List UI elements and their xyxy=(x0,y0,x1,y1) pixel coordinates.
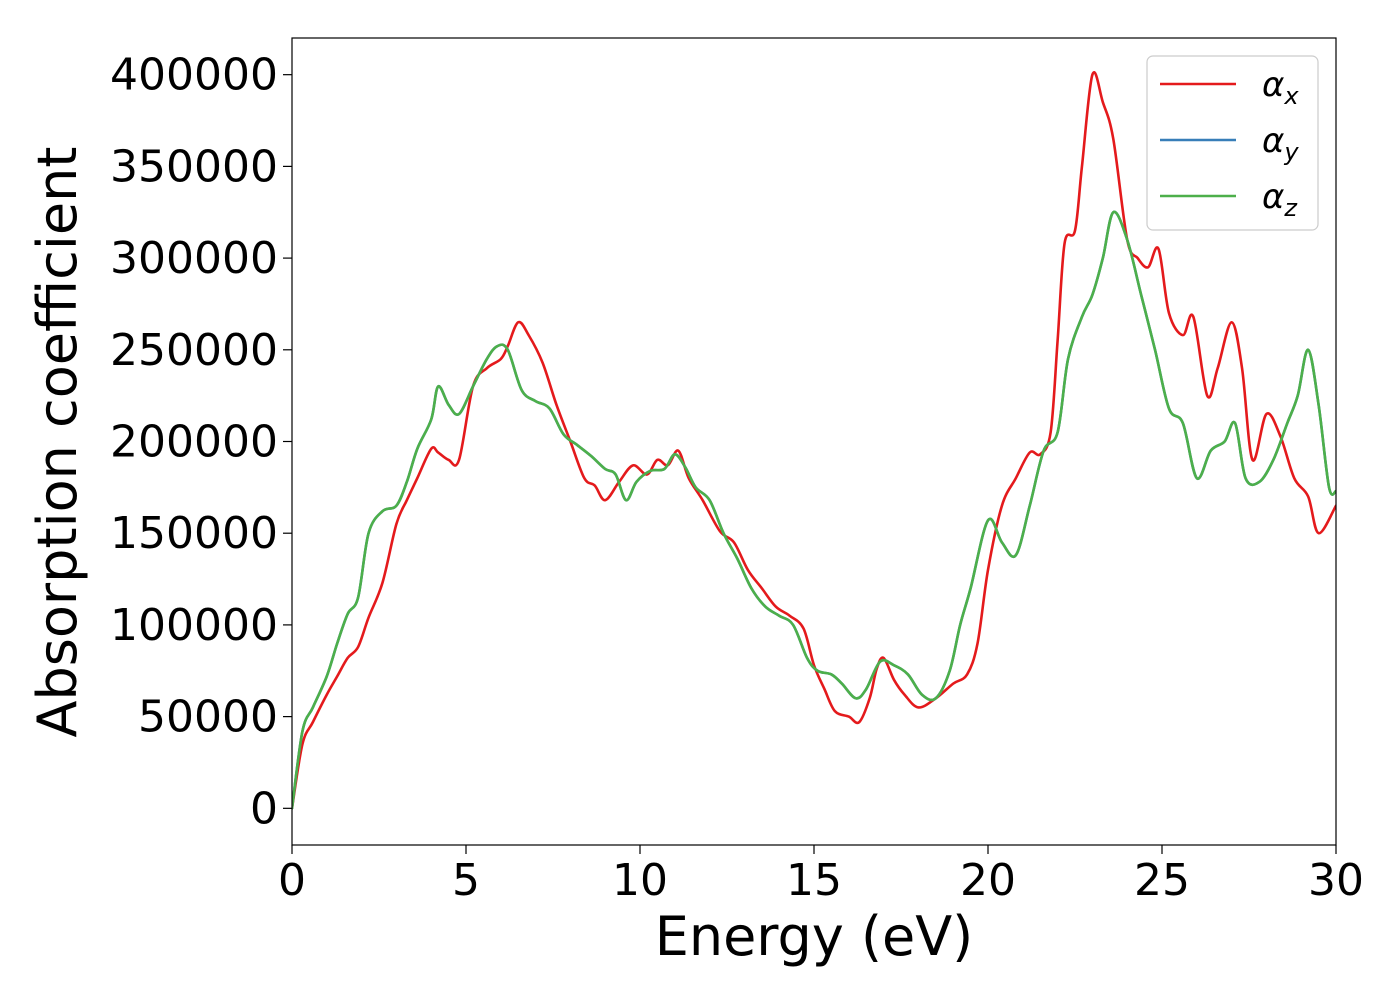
series-layer xyxy=(292,71,1336,810)
y-tick-label: 350000 xyxy=(110,141,278,192)
legend-label-alpha-y: αy xyxy=(1262,121,1299,166)
y-tick-label: 200000 xyxy=(110,417,278,468)
y-tick-label: 150000 xyxy=(110,508,278,559)
x-axis-label: Energy (eV) xyxy=(655,905,974,968)
y-tick-label: 250000 xyxy=(110,325,278,376)
y-axis-label: Absorption coefficient xyxy=(26,147,89,738)
legend: αx αy αz xyxy=(1146,55,1319,231)
x-tick-label: 0 xyxy=(278,855,306,906)
legend-label-alpha-z: αz xyxy=(1262,177,1298,222)
series-line-alpha-z xyxy=(292,210,1336,810)
y-tick-label: 0 xyxy=(250,783,278,834)
legend-items: αx αy αz xyxy=(1160,65,1299,222)
y-tick-label: 50000 xyxy=(138,692,278,743)
legend-label-alpha-x: αx xyxy=(1262,65,1299,110)
series-line-alpha-y xyxy=(292,210,1336,810)
y-tick-label: 400000 xyxy=(110,50,278,101)
x-tick-label: 20 xyxy=(960,855,1016,906)
x-tick-label: 10 xyxy=(612,855,668,906)
y-axis-ticks: 0 50000 100000 150000 200000 250000 300000 3500… xyxy=(110,50,292,834)
x-tick-label: 5 xyxy=(452,855,480,906)
y-tick-label: 100000 xyxy=(110,600,278,651)
plot-frame xyxy=(291,37,1337,846)
x-tick-label: 15 xyxy=(786,855,842,906)
x-tick-label: 25 xyxy=(1134,855,1190,906)
y-tick-label: 300000 xyxy=(110,233,278,284)
x-axis-ticks: 0 5 10 15 20 25 30 xyxy=(278,845,1364,906)
x-tick-label: 30 xyxy=(1308,855,1364,906)
series-line-alpha-x xyxy=(292,71,1336,810)
legend-box xyxy=(1146,55,1319,231)
